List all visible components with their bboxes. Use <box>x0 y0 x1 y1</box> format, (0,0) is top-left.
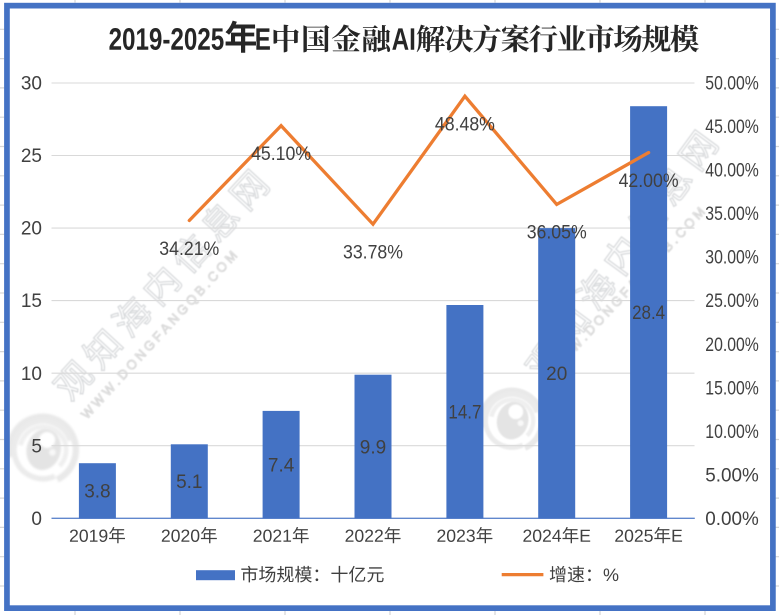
svg-text:45.00%: 45.00% <box>705 117 759 138</box>
svg-text:14.7: 14.7 <box>448 403 481 424</box>
svg-text:33.78%: 33.78% <box>343 243 403 264</box>
svg-text:15: 15 <box>21 291 42 312</box>
svg-text:48.48%: 48.48% <box>435 115 495 136</box>
svg-text:45.10%: 45.10% <box>251 144 311 165</box>
svg-text:28.4: 28.4 <box>632 303 665 324</box>
svg-text:20.00%: 20.00% <box>705 335 759 356</box>
svg-text:42.00%: 42.00% <box>619 171 679 192</box>
svg-text:20: 20 <box>546 364 567 385</box>
svg-text:5.00%: 5.00% <box>705 465 759 486</box>
svg-text:36.05%: 36.05% <box>527 223 587 244</box>
svg-text:10.00%: 10.00% <box>705 422 759 443</box>
svg-text:5: 5 <box>31 436 42 457</box>
svg-text:9.9: 9.9 <box>360 437 386 458</box>
svg-text:40.00%: 40.00% <box>705 161 759 182</box>
svg-text:50.00%: 50.00% <box>705 74 759 95</box>
svg-text:10: 10 <box>21 364 42 385</box>
svg-text:25: 25 <box>21 146 42 167</box>
svg-text:3.8: 3.8 <box>84 482 110 503</box>
svg-text:15.00%: 15.00% <box>705 378 759 399</box>
svg-text:7.4: 7.4 <box>268 455 295 476</box>
svg-text:35.00%: 35.00% <box>705 204 759 225</box>
svg-text:25.00%: 25.00% <box>705 291 759 312</box>
svg-text:34.21%: 34.21% <box>159 239 219 260</box>
svg-text:0.00%: 0.00% <box>705 509 759 530</box>
svg-text:0: 0 <box>31 509 42 530</box>
svg-text:30.00%: 30.00% <box>705 248 759 269</box>
svg-text:5.1: 5.1 <box>176 472 202 493</box>
svg-text:30: 30 <box>21 74 42 95</box>
svg-text:20: 20 <box>21 219 42 240</box>
